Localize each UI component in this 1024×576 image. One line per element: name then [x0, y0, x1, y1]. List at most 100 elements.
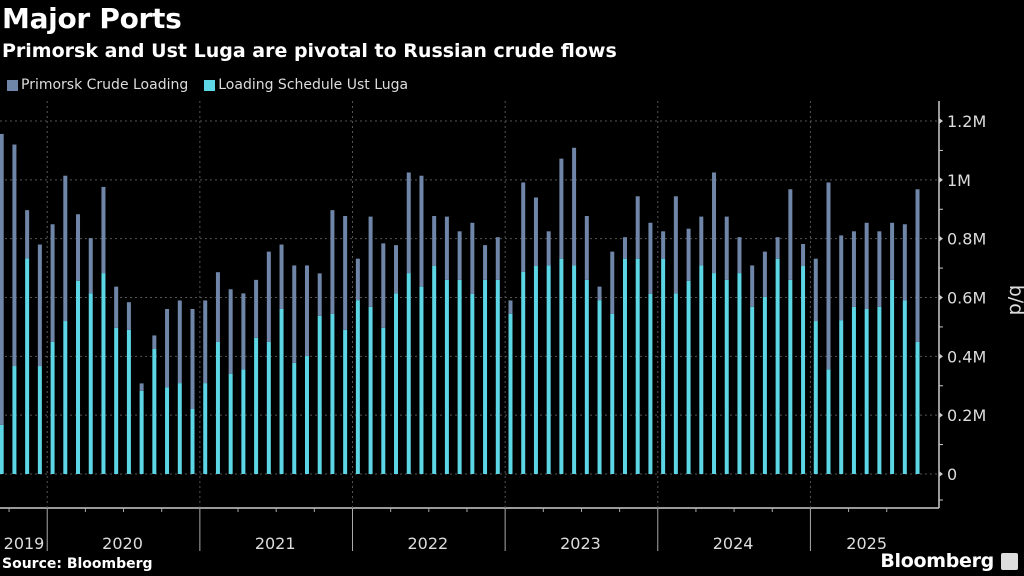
- bar-ust-luga: [228, 373, 233, 474]
- bar-primorsk: [215, 272, 220, 342]
- bar-ust-luga: [508, 313, 513, 474]
- bar-primorsk: [63, 175, 68, 322]
- y-tick-label: 0.2M: [947, 406, 986, 425]
- bar-primorsk: [902, 224, 907, 301]
- bar-primorsk: [826, 182, 831, 370]
- bar-primorsk: [177, 300, 182, 384]
- bar-ust-luga: [622, 258, 627, 474]
- bar-ust-luga: [419, 286, 424, 474]
- y-tick-label: 1.2M: [947, 112, 986, 131]
- y-tick: [939, 118, 943, 124]
- bar-primorsk: [851, 231, 856, 307]
- bar-ust-luga: [724, 279, 729, 474]
- bar-ust-luga: [483, 279, 488, 474]
- bar-ust-luga: [12, 366, 17, 474]
- bar-primorsk: [419, 175, 424, 287]
- chart-title: Major Ports: [2, 2, 182, 35]
- bar-ust-luga: [266, 341, 271, 474]
- bar-ust-luga: [877, 306, 882, 474]
- y-tick-label: 0.6M: [947, 289, 986, 308]
- bar-primorsk: [88, 238, 93, 294]
- bar-ust-luga: [254, 337, 259, 474]
- bar-ust-luga: [661, 258, 666, 474]
- bar-primorsk: [432, 216, 437, 267]
- bar-primorsk: [699, 216, 704, 266]
- y-tick-label: 0: [947, 465, 957, 484]
- bar-primorsk: [254, 279, 259, 338]
- bar-primorsk: [762, 251, 767, 297]
- bar-primorsk: [37, 244, 42, 367]
- bar-primorsk: [839, 235, 844, 321]
- bar-ust-luga: [215, 341, 220, 474]
- bar-primorsk: [864, 222, 869, 309]
- legend-item-primorsk: Primorsk Crude Loading: [7, 77, 188, 93]
- bar-primorsk: [890, 222, 895, 280]
- bar-primorsk: [25, 210, 30, 259]
- bar-primorsk: [101, 186, 106, 274]
- bar-primorsk: [304, 265, 309, 357]
- bar-primorsk: [50, 224, 55, 342]
- bar-ust-luga: [177, 383, 182, 474]
- bar-primorsk: [610, 251, 615, 314]
- bar-primorsk: [801, 243, 806, 267]
- bar-primorsk: [775, 237, 780, 259]
- bar-primorsk: [750, 265, 755, 307]
- bar-primorsk: [394, 245, 399, 294]
- bar-ust-luga: [330, 313, 335, 474]
- bar-primorsk: [686, 228, 691, 281]
- bar-ust-luga: [533, 266, 538, 474]
- y-tick-label: 1M: [947, 171, 971, 190]
- y-tick-label: 0.4M: [947, 347, 986, 366]
- bar-ust-luga: [686, 280, 691, 474]
- bar-ust-luga: [610, 313, 615, 474]
- bar-ust-luga: [559, 258, 564, 474]
- y-tick: [939, 471, 943, 477]
- bar-primorsk: [470, 222, 475, 294]
- y-tick: [939, 412, 943, 419]
- bar-ust-luga: [0, 424, 4, 474]
- bar-ust-luga: [915, 341, 920, 474]
- x-year-label: 2022: [407, 534, 448, 553]
- legend-label-ust-luga: Loading Schedule Ust Luga: [218, 77, 409, 93]
- bar-primorsk: [533, 197, 538, 267]
- bar-primorsk: [368, 216, 373, 307]
- bar-ust-luga: [355, 300, 360, 474]
- bar-ust-luga: [317, 315, 322, 474]
- bar-ust-luga: [444, 279, 449, 474]
- bar-primorsk: [673, 196, 678, 294]
- bar-ust-luga: [114, 327, 119, 474]
- bar-ust-luga: [648, 293, 653, 474]
- bar-primorsk: [813, 258, 818, 322]
- bar-primorsk: [228, 289, 233, 374]
- bar-primorsk: [381, 243, 386, 328]
- source-note: Source: Bloomberg: [2, 556, 153, 572]
- bar-primorsk: [788, 189, 793, 280]
- bloomberg-chart-icon: [1001, 553, 1018, 570]
- bar-primorsk: [241, 293, 246, 370]
- bar-ust-luga: [584, 279, 589, 474]
- bar-primorsk: [737, 237, 742, 274]
- bar-primorsk: [546, 231, 551, 266]
- x-year-label: 2024: [713, 534, 754, 553]
- bar-primorsk: [622, 237, 627, 259]
- chart-subtitle: Primorsk and Ust Luga are pivotal to Rus…: [2, 40, 617, 62]
- bar-primorsk: [724, 216, 729, 280]
- bar-ust-luga: [635, 258, 640, 474]
- bar-primorsk: [712, 172, 717, 274]
- y-tick: [939, 176, 943, 183]
- bar-primorsk: [152, 335, 157, 349]
- bar-primorsk: [0, 133, 4, 425]
- x-year-label: 2021: [255, 534, 296, 553]
- x-year-label: 2020: [102, 534, 143, 553]
- bar-primorsk: [330, 210, 335, 314]
- bar-ust-luga: [521, 271, 526, 474]
- bar-primorsk: [508, 300, 513, 314]
- bar-ust-luga: [813, 321, 818, 474]
- y-tick: [939, 353, 943, 360]
- bar-primorsk: [559, 158, 564, 259]
- bar-ust-luga: [368, 306, 373, 474]
- bar-primorsk: [317, 273, 322, 316]
- bar-primorsk: [126, 302, 131, 330]
- bar-primorsk: [635, 196, 640, 259]
